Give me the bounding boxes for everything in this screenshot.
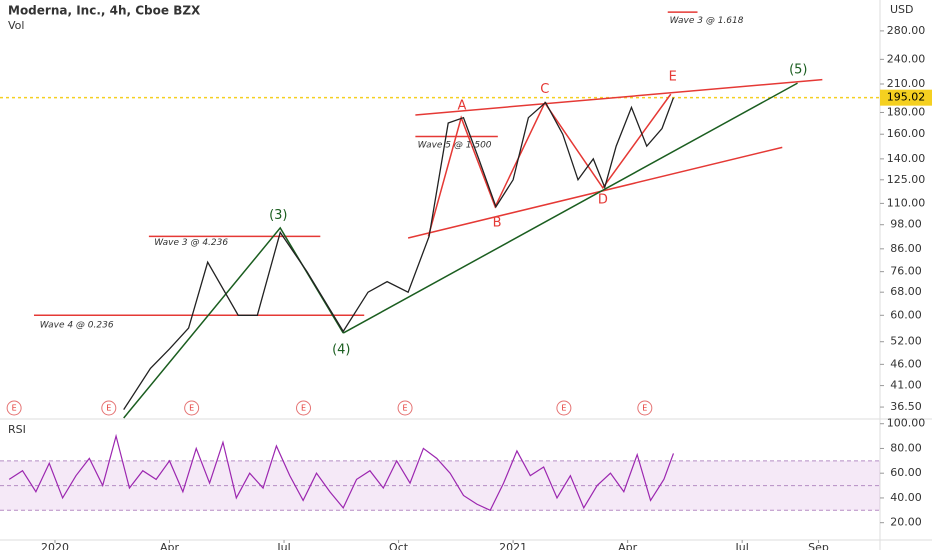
annotation: Wave 3 @ 4.236 — [154, 238, 228, 248]
annotation: B — [493, 216, 502, 231]
y-tick-label: 60.00 — [890, 308, 922, 321]
y-tick-label: 76.00 — [890, 265, 922, 278]
annotation: C — [540, 82, 549, 97]
earnings-marker — [296, 400, 312, 416]
y-tick-label: 210.00 — [887, 77, 926, 90]
y-tick-label: 110.00 — [887, 196, 926, 209]
y-tick-label: 180.00 — [887, 105, 926, 118]
rsi-y-tick-label: 40.00 — [890, 491, 922, 504]
rsi-y-tick-label: 60.00 — [890, 466, 922, 479]
y-tick-label: 140.00 — [887, 152, 926, 165]
rsi-line — [8, 433, 675, 512]
annotation: Wave 4 @ 0.236 — [40, 320, 114, 330]
rsi-band — [0, 460, 880, 511]
earnings-label: E — [12, 404, 17, 413]
x-tick-label: Apr — [618, 541, 638, 550]
rsi-y-tick-label: 80.00 — [890, 441, 922, 454]
trend-line — [415, 78, 823, 116]
trend-line — [342, 82, 798, 334]
chart-title: Moderna, Inc., 4h, Cboe BZX — [8, 4, 201, 18]
y-tick-label: 86.00 — [890, 242, 922, 255]
y-tick-label: 280.00 — [887, 24, 926, 37]
y-tick-label: 98.00 — [890, 218, 922, 231]
x-tick-label: Jul — [276, 541, 290, 550]
volume-label: Vol — [8, 19, 24, 32]
y-tick-label: 46.00 — [890, 357, 922, 370]
trend-line — [427, 93, 672, 237]
annotation: (3) — [269, 208, 287, 223]
x-tick-label: Sep — [808, 541, 829, 550]
rsi-label: RSI — [8, 423, 26, 436]
annotation: D — [598, 193, 608, 208]
earnings-label: E — [642, 404, 647, 413]
y-tick-label: 36.50 — [890, 400, 922, 413]
last-price-label: 195.02 — [887, 91, 926, 104]
x-tick-label: Apr — [160, 541, 180, 550]
x-tick-label: 2021 — [499, 541, 527, 550]
annotation: A — [457, 98, 466, 113]
earnings-label: E — [189, 404, 194, 413]
earnings-label: E — [301, 404, 306, 413]
earnings-marker — [637, 400, 653, 416]
y-tick-label: 160.00 — [887, 127, 926, 140]
earnings-label: E — [106, 404, 111, 413]
trend-line — [407, 146, 783, 239]
annotation: (5) — [789, 62, 807, 77]
x-tick-label: Jul — [735, 541, 749, 550]
earnings-marker — [6, 400, 22, 416]
earnings-marker — [101, 400, 117, 416]
price-line — [123, 97, 675, 410]
y-tick-label: 41.00 — [890, 379, 922, 392]
annotation: (4) — [332, 343, 350, 358]
y-tick-label: 125.00 — [887, 173, 926, 186]
y-tick-label: 52.00 — [890, 335, 922, 348]
earnings-label: E — [403, 404, 408, 413]
earnings-marker — [184, 400, 200, 416]
last-price-box — [880, 89, 932, 106]
rsi-y-tick-label: 100.00 — [887, 417, 926, 430]
x-tick-label: 2020 — [41, 541, 69, 550]
currency-label: USD — [890, 3, 914, 16]
annotation: Wave 3 @ 1.618 — [670, 16, 744, 26]
annotation: Wave 5 @ 1.500 — [418, 140, 492, 150]
earnings-marker — [397, 400, 413, 416]
earnings-label: E — [561, 404, 566, 413]
y-tick-label: 68.00 — [890, 285, 922, 298]
annotation: E — [669, 70, 677, 85]
y-tick-label: 240.00 — [887, 52, 926, 65]
x-tick-label: Oct — [389, 541, 409, 550]
rsi-y-tick-label: 20.00 — [890, 516, 922, 529]
earnings-marker — [556, 400, 572, 416]
